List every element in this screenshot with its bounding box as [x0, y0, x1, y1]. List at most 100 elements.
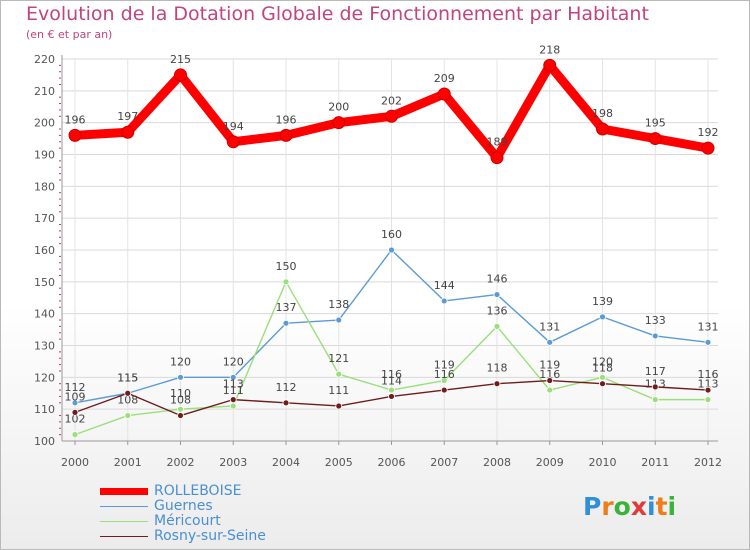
- data-label: 111: [328, 384, 349, 397]
- y-minor-tick: [59, 77, 61, 79]
- data-point: [599, 373, 606, 381]
- data-label: 131: [698, 320, 719, 333]
- y-tick-label: 130: [34, 340, 55, 353]
- y-minor-tick: [59, 427, 61, 429]
- data-label: 116: [698, 368, 719, 381]
- y-minor-tick: [59, 192, 61, 194]
- y-minor-tick: [59, 173, 61, 175]
- data-label: 115: [117, 371, 138, 384]
- data-point: [490, 151, 504, 165]
- y-minor-tick: [59, 389, 61, 391]
- data-label: 202: [381, 94, 402, 107]
- y-minor-tick: [59, 141, 61, 143]
- data-label: 196: [65, 113, 86, 126]
- y-minor-tick: [59, 109, 61, 111]
- data-label: 116: [539, 368, 560, 381]
- data-point: [385, 109, 398, 123]
- legend-label: ROLLEBOISE: [154, 483, 242, 499]
- y-minor-tick: [59, 243, 61, 245]
- data-label: 111: [223, 384, 244, 397]
- data-point: [229, 402, 237, 410]
- data-label: 160: [381, 228, 402, 241]
- data-label: 118: [592, 362, 613, 375]
- data-point: [440, 377, 448, 384]
- data-point: [71, 399, 79, 407]
- y-tick-label: 190: [34, 149, 55, 162]
- data-point: [68, 128, 82, 142]
- legend-label: Méricourt: [154, 513, 221, 529]
- y-minor-tick: [59, 319, 61, 321]
- data-point: [704, 396, 712, 404]
- y-minor-tick: [59, 211, 61, 213]
- y-minor-tick: [59, 325, 61, 327]
- y-minor-tick: [59, 364, 61, 366]
- data-label: 197: [117, 110, 138, 123]
- series-m-ricourt: 102108110111150121116119136116120113113: [65, 260, 719, 439]
- y-minor-tick: [59, 421, 61, 423]
- y-minor-tick: [59, 64, 61, 66]
- x-tick-label: 2012: [694, 456, 722, 469]
- y-minor-tick: [59, 179, 61, 181]
- data-label: 150: [276, 260, 297, 273]
- y-tick-label: 210: [34, 85, 55, 98]
- data-label: 195: [645, 117, 666, 130]
- data-label: 144: [434, 279, 455, 292]
- data-label: 113: [223, 378, 244, 391]
- data-point: [388, 393, 395, 400]
- y-minor-tick: [59, 268, 61, 270]
- data-point: [124, 389, 132, 397]
- data-label: 131: [539, 320, 560, 333]
- data-point: [124, 412, 132, 419]
- y-minor-tick: [59, 224, 61, 226]
- data-label: 117: [645, 365, 666, 378]
- y-minor-tick: [59, 103, 61, 105]
- data-label: 200: [328, 101, 349, 114]
- data-label: 196: [276, 113, 297, 126]
- data-point: [177, 405, 184, 413]
- y-minor-tick: [59, 351, 61, 353]
- y-minor-tick: [59, 255, 61, 257]
- x-tick-label: 2002: [167, 456, 195, 469]
- legend-label: Guernes: [154, 498, 213, 514]
- data-point: [701, 141, 715, 155]
- data-label: 102: [65, 413, 86, 426]
- data-point: [546, 386, 554, 394]
- x-tick-label: 2008: [483, 456, 511, 469]
- data-label: 194: [223, 120, 244, 133]
- y-tick-label: 120: [34, 371, 55, 384]
- data-label: 137: [276, 301, 297, 314]
- y-minor-tick: [59, 357, 61, 359]
- data-point: [599, 313, 606, 321]
- series-rolleboise: 196 197 215 194 196 200 202 209 189 218 198 195 192: [65, 43, 719, 165]
- y-tick-label: 140: [34, 308, 55, 321]
- data-point: [437, 87, 451, 101]
- y-minor-tick: [59, 415, 61, 417]
- x-tick-label: 2003: [219, 456, 247, 469]
- data-point: [71, 408, 79, 416]
- data-label: 139: [592, 295, 613, 308]
- data-point: [493, 322, 501, 330]
- x-tick-label: 2010: [589, 456, 617, 469]
- y-tick-label: 150: [34, 276, 55, 289]
- data-point: [226, 135, 240, 149]
- y-minor-tick: [59, 83, 61, 85]
- data-point: [229, 396, 237, 404]
- data-label: 120: [170, 355, 191, 368]
- y-tick-label: 170: [34, 212, 55, 225]
- data-point: [493, 291, 501, 298]
- data-label: 118: [487, 362, 508, 375]
- y-minor-tick: [59, 332, 61, 334]
- data-point: [599, 380, 606, 388]
- y-minor-tick: [59, 128, 61, 130]
- y-minor-tick: [59, 204, 61, 206]
- data-point: [335, 370, 343, 378]
- data-point: [543, 58, 557, 72]
- y-minor-tick: [59, 160, 61, 162]
- y-minor-tick: [59, 402, 61, 404]
- data-label: 121: [328, 352, 349, 365]
- data-label: 218: [539, 43, 560, 56]
- data-point: [388, 386, 395, 394]
- data-label: 112: [276, 381, 297, 394]
